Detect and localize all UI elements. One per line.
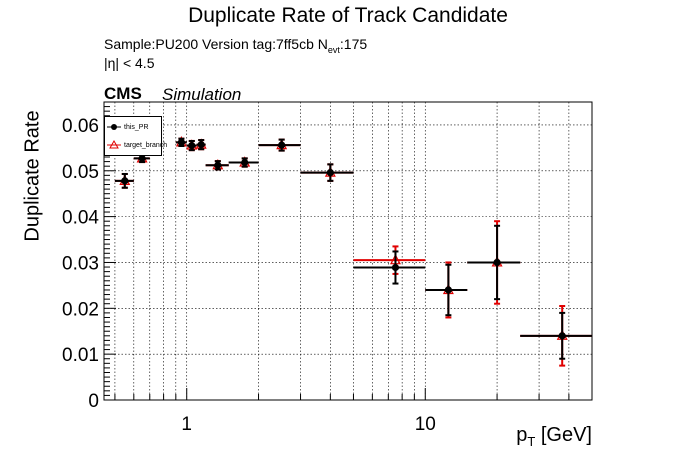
data-point-this-pr <box>326 169 334 177</box>
plot-frame <box>103 101 593 401</box>
data-point-this-pr <box>197 141 205 149</box>
data-point-this-pr <box>121 177 129 185</box>
cms-label: CMS <box>104 84 142 103</box>
legend-entry-this-pr: this_PR <box>107 121 149 133</box>
y-tick-label: 0.01 <box>62 345 99 366</box>
legend-label-target-branch: target_branch <box>124 141 168 149</box>
y-tick-label: 0.06 <box>62 116 99 137</box>
data-point-this-pr <box>214 161 222 169</box>
data-point-this-pr <box>493 258 501 267</box>
y-axis-label: Duplicate Rate <box>21 110 44 242</box>
nevt-value: :175 <box>339 36 368 52</box>
y-tick-label: 0.05 <box>62 162 99 183</box>
data-point-this-pr <box>278 141 286 149</box>
chart-title: Duplicate Rate of Track Candidate <box>188 4 508 27</box>
y-tick-label: 0.02 <box>62 299 99 320</box>
legend-label-this-pr: this_PR <box>124 123 149 131</box>
data-point-this-pr <box>391 263 400 272</box>
y-tick-label: 0.03 <box>62 253 99 274</box>
x-tick-label: 10 <box>415 414 436 435</box>
legend-marker-triangle-icon <box>107 140 121 149</box>
simulation-label: Simulation <box>162 85 242 104</box>
legend-entry-target-branch: target_branch <box>107 139 167 151</box>
data-point-this-pr <box>241 158 249 167</box>
sample-info-text: Sample:PU200 Version tag:7ff5cb N <box>104 36 328 52</box>
sample-info: Sample:PU200 Version tag:7ff5cb Nevt:175 <box>104 36 367 55</box>
legend: this_PR target_branch <box>104 116 167 156</box>
x-tick-label: 1 <box>181 414 192 435</box>
data-point-this-pr <box>558 332 566 340</box>
data-point-this-pr <box>188 141 196 150</box>
legend-marker-circle-icon <box>107 124 121 130</box>
y-tick-label: 0.04 <box>62 208 99 229</box>
data-point-this-pr <box>138 154 146 162</box>
data-point-this-pr <box>444 286 452 294</box>
eta-cut: |η| < 4.5 <box>104 55 155 71</box>
y-tick-label: 0 <box>88 391 99 412</box>
x-axis-label: pT [GeV] <box>516 424 592 449</box>
nevt-subscript: evt <box>327 44 340 55</box>
data-point-this-pr <box>177 138 186 146</box>
